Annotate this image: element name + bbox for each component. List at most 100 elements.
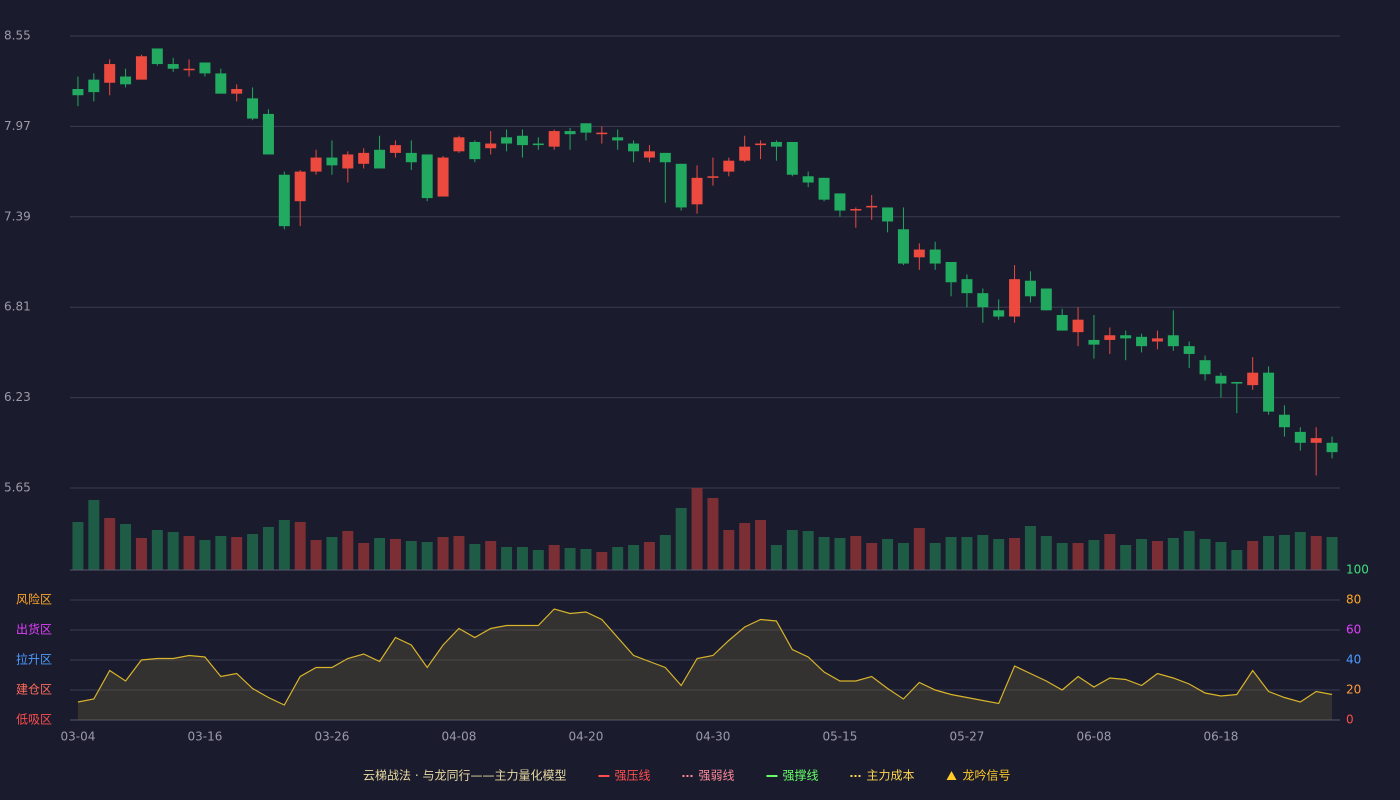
candle-body: [183, 68, 195, 71]
volume-bar: [1310, 536, 1322, 570]
volume-bar: [628, 545, 640, 570]
candle-body: [659, 152, 671, 163]
legend-label: 强弱线: [698, 769, 734, 783]
candle-body: [1167, 335, 1179, 347]
candle-body: [929, 249, 941, 264]
candle-body: [1183, 346, 1195, 354]
x-tick-label: 03-16: [188, 730, 223, 744]
volume-bar: [1231, 550, 1243, 570]
candle-body: [389, 145, 401, 153]
volume-bar: [453, 536, 465, 570]
candle-body: [675, 163, 687, 208]
volume-bar: [485, 541, 497, 570]
volume-bar: [215, 536, 227, 570]
candle-body: [1247, 372, 1259, 386]
volume-bar: [580, 549, 592, 570]
volume-bar: [294, 522, 306, 570]
volume-bar: [897, 543, 909, 570]
candle-body: [262, 113, 274, 155]
candle-body: [723, 160, 735, 172]
candle-body: [1136, 336, 1148, 347]
candle-body: [1056, 314, 1068, 331]
candle-body: [564, 131, 576, 135]
volume-bar: [1247, 541, 1259, 570]
volume-bar: [183, 536, 195, 570]
candle-body: [135, 56, 147, 80]
volume-bar: [691, 488, 703, 570]
volume-bar: [866, 543, 878, 570]
candle-body: [199, 62, 211, 74]
candle-body: [1326, 442, 1338, 453]
volume-bar: [977, 535, 989, 570]
candle-body: [755, 143, 767, 146]
x-tick-label: 04-30: [696, 730, 731, 744]
candle-body: [1120, 335, 1132, 339]
volume-bar: [1215, 542, 1227, 570]
volume-bar: [231, 537, 243, 570]
x-tick-label: 04-20: [569, 730, 604, 744]
y2-tick-label: 20: [1346, 683, 1361, 697]
candle-body: [405, 152, 417, 163]
candle-body: [72, 88, 84, 96]
x-tick-label: 04-08: [442, 730, 477, 744]
volume-bar: [1263, 536, 1275, 570]
volume-bar: [1326, 537, 1338, 570]
candle-body: [501, 137, 513, 144]
volume-bar: [1294, 532, 1306, 570]
y-tick-label: 8.55: [4, 29, 31, 43]
volume-bar: [278, 520, 290, 570]
candle-body: [1215, 375, 1227, 384]
y2-tick-label: 0: [1346, 713, 1354, 727]
volume-bar: [72, 522, 84, 570]
candle-body: [310, 157, 322, 172]
x-tick-label: 03-26: [315, 730, 350, 744]
indicator-area: [77, 609, 1333, 720]
volume-bar: [1088, 540, 1100, 570]
candle-body: [1024, 280, 1036, 297]
volume-bar: [548, 545, 560, 570]
legend-label: 主力成本: [867, 769, 915, 783]
zone-label: 出货区: [16, 622, 52, 637]
volume-bar: [1278, 535, 1290, 570]
volume-bar: [437, 537, 449, 570]
x-tick-label: 05-15: [823, 730, 858, 744]
candle-body: [818, 177, 830, 200]
candle-body: [913, 249, 925, 258]
candle-body: [421, 154, 433, 199]
y-tick-label: 5.65: [4, 481, 31, 495]
candle-body: [1072, 319, 1084, 333]
candle-body: [1009, 279, 1021, 317]
volume-bar: [961, 537, 973, 570]
candle-body: [247, 98, 259, 119]
candle-body: [882, 207, 894, 222]
candle-body: [834, 193, 846, 211]
volume-bar: [469, 544, 481, 570]
volume-bar: [88, 500, 100, 570]
volume-bar: [993, 539, 1005, 570]
candle-body: [1040, 288, 1052, 311]
volume-bar: [1040, 536, 1052, 570]
volume-bar: [882, 539, 894, 570]
candle-body: [612, 137, 624, 141]
y-tick-label: 7.39: [4, 209, 31, 223]
candle-body: [1104, 335, 1116, 340]
candle-body: [516, 135, 528, 146]
volume-bar: [818, 537, 830, 570]
candle-body: [215, 73, 227, 94]
candle-body: [358, 152, 370, 164]
volume-bar: [120, 524, 132, 570]
volume-bar: [421, 542, 433, 570]
candle-body: [1278, 414, 1290, 428]
volume-bar: [374, 538, 386, 570]
candle-body: [167, 64, 179, 69]
volume-bar: [929, 543, 941, 570]
candle-body: [1088, 339, 1100, 345]
volume-bar: [802, 531, 814, 570]
candle-body: [294, 171, 306, 202]
x-tick-label: 06-08: [1077, 730, 1112, 744]
volume-bar: [1199, 539, 1211, 570]
y-tick-label: 6.23: [4, 390, 31, 404]
volume-bar: [1024, 526, 1036, 570]
volume-bar: [612, 547, 624, 570]
legend-label: 强压线: [614, 769, 650, 783]
